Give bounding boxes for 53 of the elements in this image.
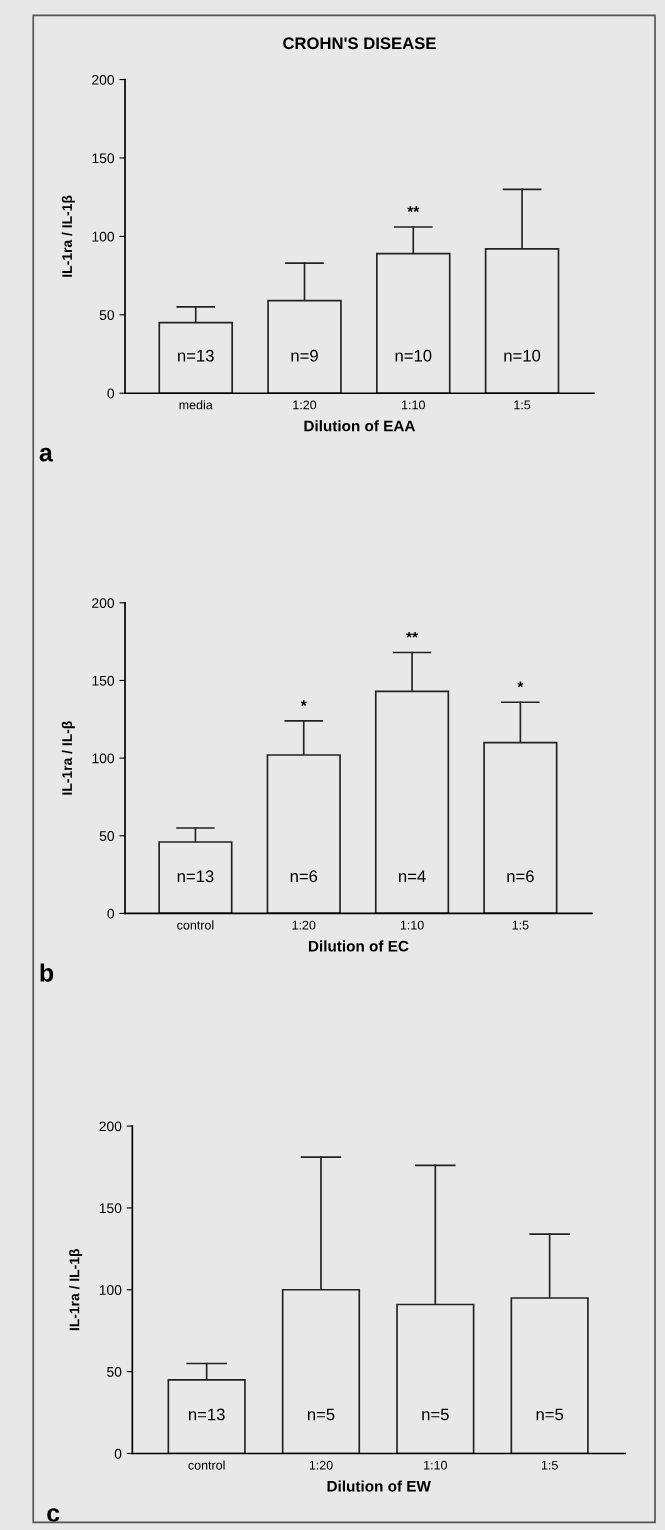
annotation: n=10 — [504, 349, 541, 362]
x-axis-title: Dilution of EC — [308, 940, 409, 952]
x-tick-label: control — [188, 1460, 225, 1470]
x-axis-title: Dilution of EW — [327, 1480, 431, 1492]
y-tick-label: 150 — [92, 675, 115, 686]
y-tick-label: 50 — [99, 310, 115, 320]
y-tick-label: 100 — [92, 231, 115, 242]
y-tick-label: 150 — [92, 153, 115, 164]
y-tick-label: 0 — [107, 908, 115, 919]
annotation: n=13 — [188, 1408, 225, 1421]
annotation: n=6 — [507, 870, 534, 883]
text: b — [40, 963, 54, 982]
y-tick-label: 200 — [92, 598, 115, 608]
y-tick-label: 0 — [114, 1448, 122, 1459]
x-tick-label: 1:10 — [424, 1460, 447, 1470]
y-axis-title: IL-1ra / IL-1β — [61, 195, 75, 277]
x-tick-label: 1:20 — [293, 400, 317, 410]
annotation: n=5 — [536, 1408, 564, 1421]
annotation: n=13 — [178, 349, 214, 362]
y-tick-label: 100 — [99, 1285, 122, 1295]
annotation: * — [300, 700, 307, 706]
y-tick-label: 150 — [99, 1203, 122, 1214]
chart-title: CROHN'S DISEASE — [283, 37, 436, 50]
annotation: * — [517, 681, 524, 688]
y-axis-title: IL-1ra / IL-β — [61, 721, 75, 795]
y-tick-label: 50 — [107, 1366, 122, 1377]
annotation: n=5 — [422, 1408, 449, 1421]
x-tick-label: 1:5 — [541, 1460, 558, 1470]
x-tick-label: 1:20 — [292, 920, 316, 930]
x-axis-title: Dilution of EAA — [304, 420, 416, 432]
y-tick-label: 200 — [92, 74, 115, 85]
y-tick-label: 200 — [99, 1121, 122, 1132]
x-tick-label: 1:5 — [512, 920, 529, 930]
annotation: n=5 — [307, 1408, 335, 1421]
text: a — [39, 447, 53, 462]
y-tick-label: 0 — [107, 388, 115, 399]
x-tick-label: 1:20 — [309, 1460, 333, 1470]
annotation: ** — [406, 631, 418, 638]
annotation: n=6 — [290, 870, 318, 883]
annotation: n=4 — [399, 870, 426, 882]
y-tick-label: 100 — [92, 753, 115, 764]
x-tick-label: media — [179, 400, 213, 410]
y-tick-label: 50 — [99, 831, 115, 841]
y-axis-title: IL-1ra / IL-1β — [69, 1248, 83, 1331]
annotation: n=10 — [395, 349, 432, 362]
annotation: ** — [407, 206, 420, 213]
annotation: n=9 — [291, 349, 318, 362]
annotation: n=13 — [177, 870, 214, 883]
x-tick-label: control — [177, 920, 214, 930]
x-tick-label: 1:10 — [402, 400, 425, 410]
x-tick-label: 1:10 — [400, 920, 424, 930]
text: c — [47, 1508, 60, 1522]
x-tick-label: 1:5 — [514, 400, 531, 410]
